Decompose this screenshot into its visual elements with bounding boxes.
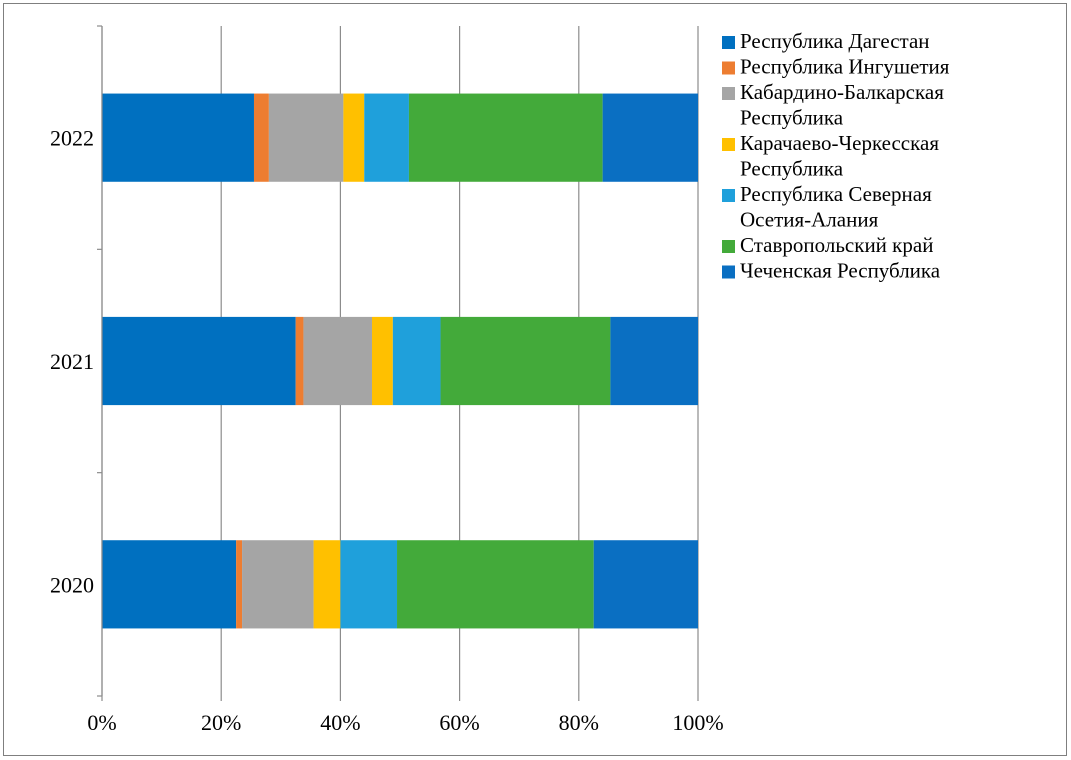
x-tick-label: 20% bbox=[201, 710, 241, 735]
x-tick-label: 100% bbox=[672, 710, 723, 735]
legend-label: Кабардино-Балкарская Республика bbox=[740, 80, 944, 130]
bar-segment bbox=[102, 540, 237, 629]
bar-segment bbox=[593, 540, 698, 629]
legend-swatch bbox=[722, 265, 735, 279]
bar-segment bbox=[371, 316, 393, 406]
bar-segment bbox=[602, 93, 698, 182]
bar-segment bbox=[303, 316, 372, 406]
y-tick-label: 2022 bbox=[50, 126, 94, 151]
bar-segment bbox=[313, 540, 341, 629]
axes: 0% 20% 40% 60% 80% 100% 2020 2021 2022 bbox=[50, 25, 724, 735]
bar-segment bbox=[236, 540, 243, 629]
legend-swatch bbox=[722, 189, 735, 202]
legend-label: Чеченская Республика bbox=[740, 259, 941, 283]
legend-swatch bbox=[722, 87, 735, 100]
bar-segment bbox=[340, 540, 398, 629]
legend-label: Республика Дагестан bbox=[740, 29, 930, 53]
legend-swatch bbox=[722, 138, 735, 151]
bar-segment bbox=[397, 540, 594, 629]
legend-label: Республика Ингушетия bbox=[740, 55, 950, 79]
bar-segment bbox=[242, 540, 314, 629]
bar-segment bbox=[102, 93, 254, 182]
legend-label: Карачаево-Черкесская Республика bbox=[740, 131, 939, 181]
x-tick-label: 80% bbox=[559, 710, 599, 735]
bar-segment bbox=[408, 93, 603, 182]
legend-label-line: Республика Дагестан bbox=[740, 29, 930, 53]
bars bbox=[102, 93, 698, 629]
y-tick-label: 2021 bbox=[50, 349, 94, 374]
legend-label-line: Карачаево-Черкесская bbox=[740, 131, 939, 155]
x-tick-label: 0% bbox=[87, 710, 116, 735]
bar-segment bbox=[268, 93, 344, 182]
bar-segment bbox=[392, 316, 441, 406]
bar-segment bbox=[295, 316, 304, 406]
legend-label-line: Ставропольский край bbox=[740, 233, 933, 257]
y-tick-label: 2020 bbox=[50, 572, 94, 597]
legend-label-line: Чеченская Республика bbox=[740, 259, 941, 283]
legend-label-line: Осетия-Алания bbox=[740, 208, 879, 232]
legend-label-line: Республика bbox=[740, 106, 844, 130]
bar-segment bbox=[102, 316, 296, 406]
legend-label-line: Республика bbox=[740, 157, 844, 181]
legend-label-line: Республика Северная bbox=[740, 182, 932, 206]
bar-segment bbox=[253, 93, 269, 182]
x-tick-label: 60% bbox=[439, 710, 479, 735]
legend-label: Республика Северная Осетия-Алания bbox=[740, 182, 932, 232]
stacked-bar-chart: 0% 20% 40% 60% 80% 100% 2020 2021 2022 Республик… bbox=[50, 25, 950, 735]
x-tick-label: 40% bbox=[320, 710, 360, 735]
legend-label-line: Кабардино-Балкарская bbox=[740, 80, 944, 104]
bar-segment bbox=[610, 316, 698, 406]
legend-label-line: Республика Ингушетия bbox=[740, 55, 950, 79]
legend-swatch bbox=[722, 240, 735, 253]
legend-swatch bbox=[722, 61, 735, 75]
legend-label: Ставропольский край bbox=[740, 233, 933, 257]
legend-swatch bbox=[722, 36, 735, 49]
chart-frame: 0% 20% 40% 60% 80% 100% 2020 2021 2022 Республик… bbox=[3, 3, 1067, 756]
bar-segment bbox=[364, 93, 409, 182]
bar-segment bbox=[343, 93, 365, 182]
bar-segment bbox=[440, 316, 611, 406]
